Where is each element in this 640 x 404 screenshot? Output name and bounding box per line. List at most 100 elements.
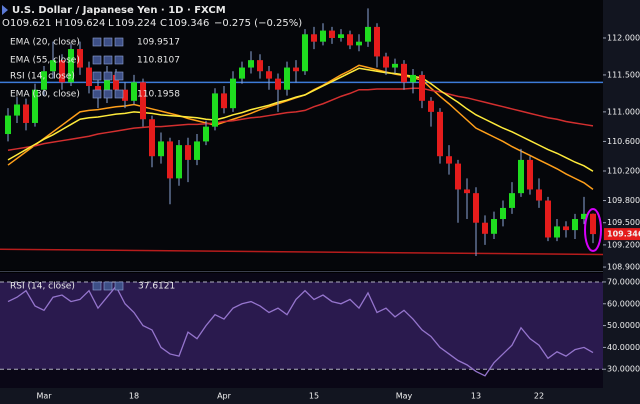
legend-icon[interactable] xyxy=(103,37,113,47)
candle-body xyxy=(86,67,92,87)
candle-body xyxy=(14,104,20,116)
ohlc-value: 109.224 xyxy=(115,18,156,29)
candle-body xyxy=(428,100,434,112)
candle-body xyxy=(266,71,272,79)
candle-body xyxy=(545,200,551,238)
legend-icon[interactable] xyxy=(92,281,102,291)
x-tick-label: Mar xyxy=(36,392,52,401)
symbol-icon[interactable] xyxy=(2,5,8,15)
highlight-ellipse xyxy=(584,208,602,252)
candle-body xyxy=(275,78,281,90)
y-tick-label: 30.0000 xyxy=(607,365,640,374)
candle-body xyxy=(149,119,155,157)
candle-body xyxy=(437,111,443,157)
candle-body xyxy=(338,34,344,38)
candle-body xyxy=(311,34,317,42)
legend-icon[interactable] xyxy=(92,89,102,99)
y-tick-label: 111.500 xyxy=(607,70,640,79)
candle-body xyxy=(158,141,164,157)
candle-body xyxy=(239,67,245,79)
y-tick-label: 108.900 xyxy=(607,263,640,272)
candle-body xyxy=(500,207,506,220)
candle-body xyxy=(104,74,110,98)
candle-body xyxy=(23,104,29,123)
chart-title: U.S. Dollar / Japanese Yen · 1D · FXCM xyxy=(12,5,226,16)
legend-label: RSI (14, close) xyxy=(10,282,75,292)
candle-body xyxy=(374,26,380,57)
y-tick-label: 50.0000 xyxy=(607,321,640,330)
candle-body xyxy=(302,34,308,72)
candle-body xyxy=(572,219,578,231)
candle-body xyxy=(455,163,461,190)
candle-body xyxy=(194,141,200,160)
ema-line xyxy=(7,87,594,152)
legend-icon[interactable] xyxy=(103,89,113,99)
y-tick-label: 111.000 xyxy=(607,107,640,116)
last-price-box xyxy=(604,228,640,241)
candle-body xyxy=(257,60,263,72)
legend-icon[interactable] xyxy=(114,55,124,65)
legend-label: RSI (14, close) xyxy=(10,72,75,82)
legend-icon[interactable] xyxy=(103,71,113,81)
ohlc-change: −0.275 (−0.25%) xyxy=(214,18,302,29)
rsi-band xyxy=(0,281,603,370)
legend-icon[interactable] xyxy=(114,37,124,47)
legend-icon[interactable] xyxy=(92,71,102,81)
candle-body xyxy=(221,93,227,109)
legend-icon[interactable] xyxy=(92,37,102,47)
candle-body xyxy=(32,89,38,123)
y-tick-label: 60.0000 xyxy=(607,299,640,308)
y-tick-label: 109.800 xyxy=(607,196,640,205)
main-pane xyxy=(0,0,603,270)
trend-line xyxy=(0,248,604,256)
legend-icon[interactable] xyxy=(114,281,124,291)
candle-body xyxy=(68,49,74,83)
legend-icon[interactable] xyxy=(103,281,113,291)
candle-body xyxy=(563,226,569,231)
candle-body xyxy=(383,56,389,68)
ohlc-value: 109.621 xyxy=(10,18,51,29)
legend-icon[interactable] xyxy=(114,89,124,99)
candle-body xyxy=(41,71,47,90)
candle-body xyxy=(212,93,218,127)
legend-label: EMA (30, close) xyxy=(10,90,80,100)
ohlc-value: 109.346 xyxy=(168,18,209,29)
legend-label: EMA (20, close) xyxy=(10,38,80,48)
legend-value: 109.9517 xyxy=(137,38,180,48)
candle-body xyxy=(203,126,209,142)
y-tick-label: 109.500 xyxy=(607,218,640,227)
candle-body xyxy=(518,159,524,194)
legend-value: 37.6121 xyxy=(138,282,175,292)
y-tick-label: 112.000 xyxy=(607,33,640,42)
ohlc-letter: L xyxy=(108,18,114,29)
candle-body xyxy=(365,26,371,42)
candle-body xyxy=(113,74,119,90)
candle-body xyxy=(140,82,146,120)
candle-body xyxy=(230,78,236,109)
y-tick-label: 70.0000 xyxy=(607,277,640,286)
candle-body xyxy=(410,74,416,83)
candle-body xyxy=(5,115,11,135)
legend-icon[interactable] xyxy=(114,71,124,81)
time-axis xyxy=(0,388,603,404)
legend-icon[interactable] xyxy=(92,55,102,65)
candle-body xyxy=(446,156,452,164)
ohlc-letter: H xyxy=(55,18,63,29)
candle-body xyxy=(356,41,362,46)
candle-body xyxy=(59,60,65,83)
y-tick-label: 40.0000 xyxy=(607,343,640,352)
y-tick-label: 109.200 xyxy=(607,240,640,249)
ohlc-letter: O xyxy=(2,18,10,29)
legend-label: EMA (55, close) xyxy=(10,56,80,66)
candle-body xyxy=(176,145,182,179)
x-tick-label: 13 xyxy=(471,392,481,401)
x-tick-label: May xyxy=(396,392,413,401)
candle-body xyxy=(185,145,191,160)
candle-body xyxy=(554,226,560,238)
legend-icon[interactable] xyxy=(103,55,113,65)
price-axis xyxy=(603,0,640,404)
ohlc-value: 109.624 xyxy=(64,18,105,29)
candle-body xyxy=(473,193,479,223)
candle-body xyxy=(527,159,533,190)
candle-body xyxy=(293,67,299,72)
